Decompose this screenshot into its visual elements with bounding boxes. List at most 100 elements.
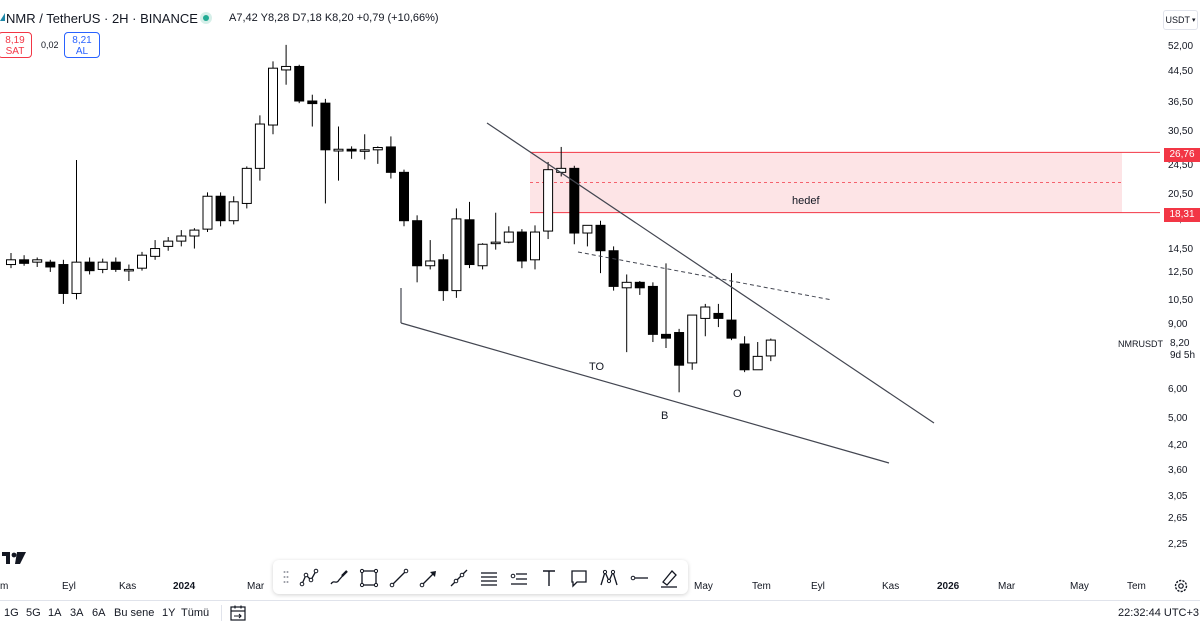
candle: [84, 257, 95, 275]
candle-body-up: [372, 147, 383, 151]
candle: [137, 251, 147, 271]
candle: [346, 146, 357, 159]
dashed-resistance-line[interactable]: [577, 251, 833, 301]
candle: [700, 303, 711, 337]
range-button-1g[interactable]: 1G: [4, 607, 19, 619]
gear-icon[interactable]: [1172, 577, 1190, 595]
drag-handle-icon[interactable]: [283, 570, 289, 584]
toolbar-divider: [221, 605, 222, 621]
horizontal-ray-icon[interactable]: [628, 567, 650, 589]
range-button-bu-sene[interactable]: Bu sene: [114, 607, 155, 619]
range-button-1a[interactable]: 1A: [48, 607, 62, 619]
ray-icon[interactable]: [448, 567, 470, 589]
candle: [425, 240, 436, 270]
price-axis-tick: 24,50: [1168, 160, 1194, 172]
sell-label: SAT: [5, 46, 25, 57]
time-axis[interactable]: m Eyl Kas 2024 Mar May Tem Eyl Kas 2026 Mar May Tem: [0, 578, 1160, 596]
price-axis-tick: 30,50: [1168, 125, 1194, 137]
clock-timezone[interactable]: 22:32:44 UTC+3: [1118, 607, 1200, 619]
rectangle-icon[interactable]: [358, 567, 380, 589]
sell-button[interactable]: 8,19 SAT: [0, 32, 32, 58]
price-axis-tick: 12,50: [1168, 267, 1194, 279]
callout-icon[interactable]: [568, 567, 590, 589]
candle: [320, 98, 331, 204]
symbol-title[interactable]: NMR / TetherUS · 2H · BINANCE: [6, 11, 198, 26]
o-label[interactable]: O: [733, 388, 742, 400]
candle: [19, 255, 30, 266]
text-icon[interactable]: [538, 567, 560, 589]
sell-price: 8,19: [5, 35, 25, 46]
trend-line-icon[interactable]: [388, 567, 410, 589]
range-button-tümü[interactable]: Tümü: [181, 607, 210, 619]
price-axis-tick: 9,00: [1168, 319, 1188, 331]
candle: [71, 160, 82, 300]
candle-body-up: [163, 240, 174, 247]
buy-label: AL: [75, 46, 89, 57]
wedge-upper-trendline[interactable]: [486, 122, 935, 424]
candle: [176, 230, 187, 247]
candle: [163, 237, 174, 251]
fib-icon[interactable]: [508, 567, 530, 589]
symbol-axis-label: NMRUSDT: [1118, 339, 1163, 349]
candle-body-down: [438, 259, 449, 292]
tradingview-logo-icon[interactable]: [2, 551, 26, 565]
price-chart[interactable]: [0, 0, 1160, 578]
range-button-3a[interactable]: 3A: [70, 607, 84, 619]
parallel-lines-icon[interactable]: [478, 567, 500, 589]
drawings-layer: [400, 122, 935, 464]
wedge-lower-trendline[interactable]: [400, 322, 890, 464]
candle: [569, 165, 580, 245]
to-label[interactable]: TO: [589, 361, 605, 373]
time-axis-tick: May: [1070, 581, 1089, 592]
candles-layer: [6, 44, 776, 393]
candle: [385, 136, 396, 179]
range-button-6a[interactable]: 6A: [92, 607, 106, 619]
currency-selector[interactable]: USDT ▾: [1163, 10, 1198, 30]
time-axis-tick: Mar: [247, 581, 265, 592]
candle-body-up: [359, 149, 370, 152]
candle-body-down: [726, 319, 737, 339]
candle: [661, 263, 671, 349]
candle: [372, 146, 383, 164]
candle-body-up: [451, 218, 462, 292]
candle: [215, 192, 226, 227]
candle-body-down: [215, 195, 226, 222]
xabcd-pattern-icon[interactable]: [598, 567, 620, 589]
arrow-icon[interactable]: [418, 567, 440, 589]
time-axis-tick: Tem: [1127, 581, 1146, 592]
brush-icon[interactable]: [328, 567, 350, 589]
candle: [294, 64, 305, 104]
path-tool-icon[interactable]: [298, 567, 320, 589]
calendar-range-icon[interactable]: [229, 604, 247, 622]
highlighter-icon[interactable]: [658, 567, 680, 589]
candle-body-down: [674, 332, 685, 366]
b-label[interactable]: B: [661, 410, 669, 422]
candle: [202, 192, 213, 233]
candle: [123, 264, 134, 281]
candle: [110, 257, 121, 272]
candle-body-up: [189, 229, 200, 237]
target-zone-label[interactable]: hedef: [792, 195, 820, 207]
candle-body-down: [595, 224, 606, 252]
candle-body-up: [6, 259, 16, 266]
candle-body-down: [399, 171, 409, 222]
candle: [268, 61, 278, 135]
time-axis-tick: Mar: [998, 581, 1016, 592]
candle: [45, 259, 56, 272]
candle: [621, 274, 632, 353]
chart-header: NMR / TetherUS · 2H · BINANCE A7,42 Y8,2…: [0, 0, 1160, 34]
time-axis-tick: Kas: [119, 581, 137, 592]
candle-body-down: [346, 148, 357, 152]
candle-body-up: [228, 201, 239, 222]
range-button-5g[interactable]: 5G: [26, 607, 41, 619]
candle: [634, 280, 645, 295]
price-axis-tick: 10,50: [1168, 294, 1194, 306]
candle: [595, 220, 606, 274]
time-axis-tick: m: [0, 581, 9, 592]
range-button-1y[interactable]: 1Y: [162, 607, 176, 619]
candle: [765, 338, 776, 362]
candle: [281, 44, 292, 85]
buy-button[interactable]: 8,21 AL: [64, 32, 100, 58]
candle-body-up: [254, 123, 265, 169]
candle: [490, 212, 501, 250]
